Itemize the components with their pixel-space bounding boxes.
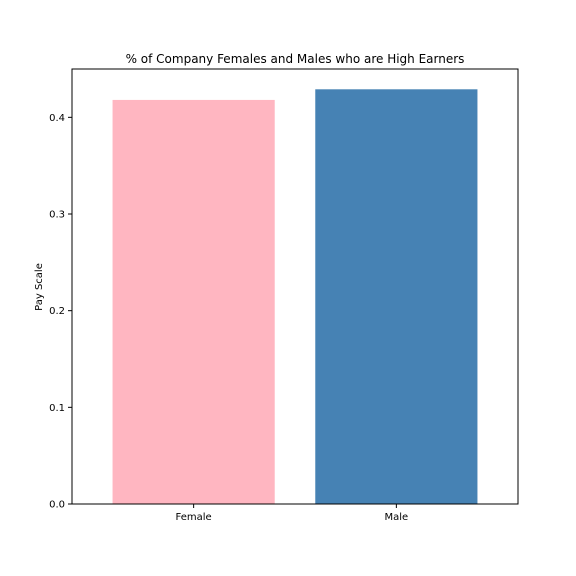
y-tick-label: 0.2 <box>49 306 65 317</box>
y-tick-label: 0.1 <box>49 403 65 414</box>
bars-group <box>112 89 478 505</box>
y-tick-label: 0.3 <box>49 210 65 221</box>
y-tick-label: 0.4 <box>49 113 65 124</box>
bar-male <box>315 89 478 505</box>
y-tick-label: 0.0 <box>49 500 65 511</box>
plot-area-frame <box>71 68 519 505</box>
bar-female <box>112 99 275 505</box>
x-tick-label-male: Male <box>385 512 409 523</box>
chart-title: % of Company Females and Males who are H… <box>126 52 465 66</box>
x-tick-label-female: Female <box>176 512 212 523</box>
y-axis-label: Pay Scale <box>34 263 45 311</box>
y-ticks-group: 0.0 0.1 0.2 0.3 0.4 <box>49 113 72 511</box>
x-ticks-group: Female Male <box>176 504 409 523</box>
